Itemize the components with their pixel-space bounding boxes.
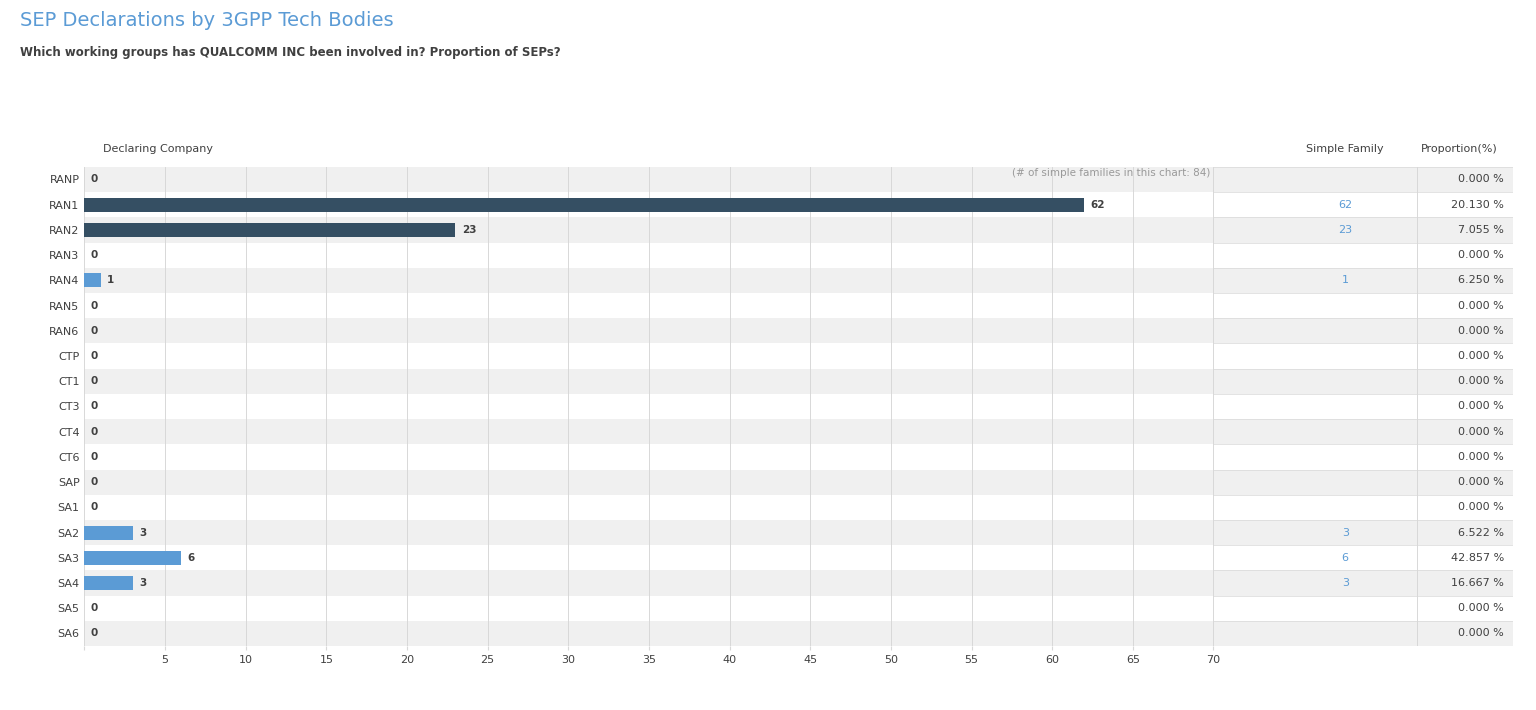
Bar [84,469,1213,495]
Bar [1213,217,1513,243]
Text: 7.055 %: 7.055 % [1458,225,1504,235]
Bar [1213,318,1513,344]
Bar [84,217,1213,243]
Text: 1: 1 [1342,275,1349,285]
Bar [84,223,455,237]
Bar [84,495,1213,520]
Bar [84,525,132,540]
Text: Proportion(%): Proportion(%) [1421,144,1498,154]
Text: 20.130 %: 20.130 % [1452,200,1504,209]
Text: 6.522 %: 6.522 % [1458,528,1504,537]
Text: 0: 0 [91,503,98,513]
Text: 0.000 %: 0.000 % [1458,503,1504,513]
Bar [84,419,1213,444]
Text: 62: 62 [1091,200,1106,209]
Bar [84,167,1213,192]
Text: 3: 3 [140,528,146,537]
Bar [1213,419,1513,444]
Text: 0: 0 [91,326,98,336]
Bar [84,368,1213,394]
Text: 0.000 %: 0.000 % [1458,250,1504,260]
Text: (# of simple families in this chart: 84): (# of simple families in this chart: 84) [1012,168,1210,178]
Text: 0: 0 [91,427,98,437]
Bar [84,394,1213,419]
Bar [84,268,1213,293]
Bar [1213,444,1513,469]
Bar [84,318,1213,344]
Text: 0.000 %: 0.000 % [1458,351,1504,361]
Bar [1213,192,1513,217]
Bar [84,596,1213,621]
Text: 0.000 %: 0.000 % [1458,427,1504,437]
Bar [1213,344,1513,368]
Text: 62: 62 [1338,200,1352,209]
Text: 0.000 %: 0.000 % [1458,477,1504,487]
Text: 0: 0 [91,250,98,260]
Text: 6: 6 [1342,553,1349,563]
Text: 3: 3 [1342,528,1349,537]
Bar [84,273,101,288]
Text: 0: 0 [91,477,98,487]
Text: 0.000 %: 0.000 % [1458,300,1504,310]
Text: 0.000 %: 0.000 % [1458,326,1504,336]
Bar [84,192,1213,217]
Bar [84,293,1213,318]
Text: 42.857 %: 42.857 % [1450,553,1504,563]
Text: 0: 0 [91,351,98,361]
Bar [84,545,1213,570]
Text: 0: 0 [91,376,98,386]
Bar [1213,495,1513,520]
Bar [84,570,1213,596]
Text: 16.667 %: 16.667 % [1452,578,1504,588]
Text: 0.000 %: 0.000 % [1458,401,1504,412]
Text: 23: 23 [462,225,476,235]
Text: 6: 6 [187,553,195,563]
Bar [1213,520,1513,545]
Text: 0: 0 [91,401,98,412]
Text: 0: 0 [91,604,98,613]
Bar [84,444,1213,469]
Bar [84,621,1213,646]
Text: 0.000 %: 0.000 % [1458,175,1504,185]
Text: 23: 23 [1338,225,1352,235]
Text: 3: 3 [1342,578,1349,588]
Text: 0.000 %: 0.000 % [1458,604,1504,613]
Bar [1213,469,1513,495]
Bar [1213,243,1513,268]
Text: 0: 0 [91,300,98,310]
Bar [1213,570,1513,596]
Text: Declaring Company: Declaring Company [103,144,214,154]
Bar [1213,621,1513,646]
Text: 0.000 %: 0.000 % [1458,376,1504,386]
Text: 3: 3 [140,578,146,588]
Text: 1: 1 [108,275,114,285]
Bar [1213,394,1513,419]
Text: 0.000 %: 0.000 % [1458,628,1504,638]
Text: 0: 0 [91,175,98,185]
Bar [1213,167,1513,192]
Bar [1213,368,1513,394]
Text: 0.000 %: 0.000 % [1458,452,1504,462]
Bar [84,243,1213,268]
Bar [1213,293,1513,318]
Text: Which working groups has QUALCOMM INC been involved in? Proportion of SEPs?: Which working groups has QUALCOMM INC be… [20,46,561,59]
Bar [84,198,1084,212]
Bar [1213,268,1513,293]
Text: Simple Family: Simple Family [1307,144,1384,154]
Bar [1213,545,1513,570]
Text: 0: 0 [91,628,98,638]
Bar [84,576,132,590]
Bar [84,344,1213,368]
Text: SEP Declarations by 3GPP Tech Bodies: SEP Declarations by 3GPP Tech Bodies [20,11,393,30]
Bar [84,551,181,564]
Text: 0: 0 [91,452,98,462]
Bar [1213,596,1513,621]
Bar [84,520,1213,545]
Text: 6.250 %: 6.250 % [1458,275,1504,285]
